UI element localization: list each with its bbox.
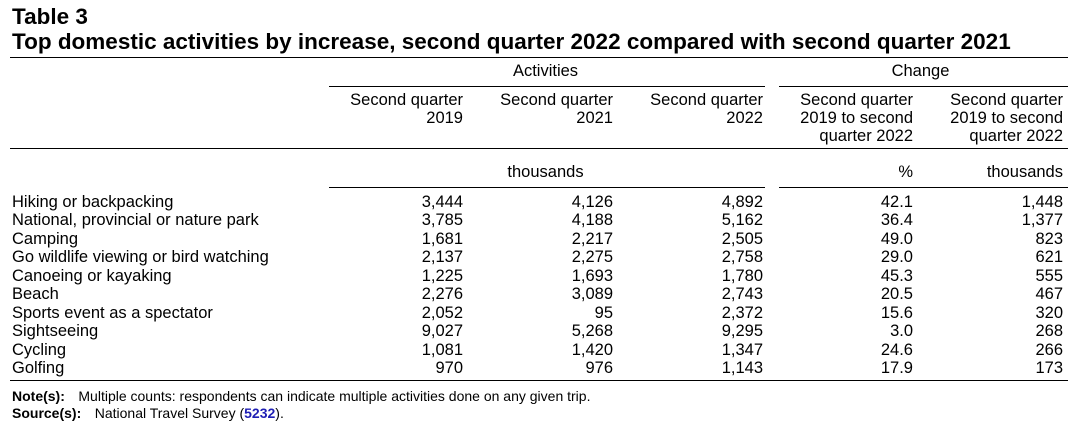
cell-change-thousands: 1,448 [1021, 193, 1063, 211]
column-header-change-thousands: Second quarter 2019 to second quarter 20… [950, 91, 1063, 145]
row-label: Sports event as a spectator [12, 303, 213, 322]
table-row: Go wildlife viewing or bird watching 2,13… [0, 248, 1080, 266]
cell-q2-2019: 3,785 [421, 211, 463, 230]
row-label: Golfing [12, 359, 65, 378]
cell-change-thousands: 1,377 [1021, 211, 1063, 230]
source-prefix: National Travel Survey ( [94, 405, 245, 421]
header-rule [10, 148, 1068, 149]
cell-q2-2019: 2,137 [421, 248, 463, 267]
cell-q2-2021: 2,217 [571, 229, 613, 248]
table-row: Sightseeing 9,027 5,268 9,295 3.0 268 [0, 322, 1080, 340]
cell-change-percent: 29.0 [880, 248, 913, 267]
unit-change-percent: % [898, 163, 913, 181]
group-header-change: Change [891, 62, 950, 80]
table-row: Hiking or backpacking 3,444 4,126 4,892 42.1… [0, 193, 1080, 211]
cell-change-thousands: 268 [1035, 322, 1063, 341]
cell-q2-2021: 976 [585, 359, 613, 378]
cell-q2-2019: 3,444 [421, 193, 463, 211]
row-label: Sightseeing [12, 322, 99, 341]
cell-change-percent: 17.9 [880, 359, 913, 378]
table-row: Sports event as a spectator 2,052 95 2,372 1… [0, 304, 1080, 322]
column-header-q2-2021: Second quarter 2021 [500, 91, 613, 127]
cell-q2-2022: 1,347 [721, 340, 763, 359]
cell-q2-2022: 1,143 [721, 359, 763, 378]
table-row: Beach 2,276 3,089 2,743 20.5 467 [0, 285, 1080, 303]
note-label: Note(s): [12, 388, 65, 404]
cell-change-percent: 3.0 [890, 322, 913, 341]
cell-change-thousands: 621 [1035, 248, 1063, 267]
unit-change-thousands: thousands [986, 163, 1063, 181]
cell-change-thousands: 173 [1035, 359, 1063, 378]
cell-q2-2019: 1,225 [421, 266, 463, 285]
cell-q2-2022: 2,758 [721, 248, 763, 267]
row-label: National, provincial or nature park [12, 211, 259, 230]
column-header-change-percent: Second quarter 2019 to second quarter 20… [800, 91, 913, 145]
cell-change-thousands: 555 [1035, 266, 1063, 285]
table-title: Top domestic activities by increase, sec… [12, 29, 1011, 54]
source-text: National Travel Survey (5232). [95, 405, 284, 421]
table-bottom-rule [10, 380, 1068, 381]
cell-q2-2021: 5,268 [571, 322, 613, 341]
cell-q2-2021: 3,089 [571, 285, 613, 304]
group-header-activities: Activities [512, 62, 579, 80]
table-number: Table 3 [12, 4, 88, 29]
row-label: Canoeing or kayaking [12, 266, 172, 285]
row-label: Beach [12, 285, 59, 304]
cell-change-thousands: 320 [1035, 303, 1063, 322]
cell-q2-2019: 9,027 [421, 322, 463, 341]
source-label: Source(s): [12, 405, 82, 421]
row-label: Go wildlife viewing or bird watching [12, 248, 269, 267]
source-link[interactable]: 5232 [244, 405, 276, 421]
cell-q2-2019: 1,081 [421, 340, 463, 359]
row-label: Hiking or backpacking [12, 193, 174, 211]
cell-change-percent: 49.0 [880, 229, 913, 248]
cell-q2-2022: 4,892 [721, 193, 763, 211]
cell-q2-2022: 2,505 [721, 229, 763, 248]
group-rule-activities [329, 86, 765, 87]
cell-q2-2021: 2,275 [571, 248, 613, 267]
cell-q2-2021: 1,420 [571, 340, 613, 359]
table-row: Camping 1,681 2,217 2,505 49.0 823 [0, 230, 1080, 248]
cell-change-thousands: 823 [1035, 229, 1063, 248]
title-rule [10, 57, 1068, 58]
cell-change-thousands: 266 [1035, 340, 1063, 359]
unit-rule-change [779, 187, 1068, 188]
cell-q2-2022: 9,295 [721, 322, 763, 341]
source-line: Source(s): National Travel Survey (5232). [12, 405, 284, 421]
cell-q2-2019: 2,276 [421, 285, 463, 304]
cell-q2-2019: 1,681 [421, 229, 463, 248]
row-label: Cycling [12, 340, 67, 359]
note-text: Multiple counts: respondents can indicat… [78, 388, 591, 404]
cell-change-percent: 45.3 [880, 266, 913, 285]
cell-q2-2019: 970 [435, 359, 463, 378]
table-row: Cycling 1,081 1,420 1,347 24.6 266 [0, 341, 1080, 359]
note-line: Note(s): Multiple counts: respondents can… [12, 388, 590, 404]
unit-activities: thousands [507, 163, 584, 181]
column-header-q2-2022: Second quarter 2022 [650, 91, 763, 127]
cell-change-percent: 15.6 [880, 303, 913, 322]
cell-q2-2022: 5,162 [721, 211, 763, 230]
cell-q2-2021: 95 [594, 303, 613, 322]
unit-rule-activities [329, 187, 765, 188]
group-rule-change [779, 86, 1068, 87]
cell-q2-2021: 4,188 [571, 211, 613, 230]
table-row: Canoeing or kayaking 1,225 1,693 1,780 45.3 5… [0, 267, 1080, 285]
cell-q2-2021: 1,693 [571, 266, 613, 285]
cell-q2-2019: 2,052 [421, 303, 463, 322]
cell-q2-2022: 1,780 [721, 266, 763, 285]
cell-change-percent: 36.4 [880, 211, 913, 230]
cell-change-percent: 24.6 [880, 340, 913, 359]
table-row: Golfing 970 976 1,143 17.9 173 [0, 359, 1080, 377]
source-suffix: ). [275, 405, 284, 421]
column-header-q2-2019: Second quarter 2019 [350, 91, 463, 127]
cell-q2-2022: 2,743 [721, 285, 763, 304]
cell-q2-2022: 2,372 [721, 303, 763, 322]
cell-change-thousands: 467 [1035, 285, 1063, 304]
cell-q2-2021: 4,126 [571, 193, 613, 211]
cell-change-percent: 42.1 [880, 193, 913, 211]
cell-change-percent: 20.5 [880, 285, 913, 304]
row-label: Camping [12, 229, 79, 248]
table-row: National, provincial or nature park 3,785… [0, 211, 1080, 229]
